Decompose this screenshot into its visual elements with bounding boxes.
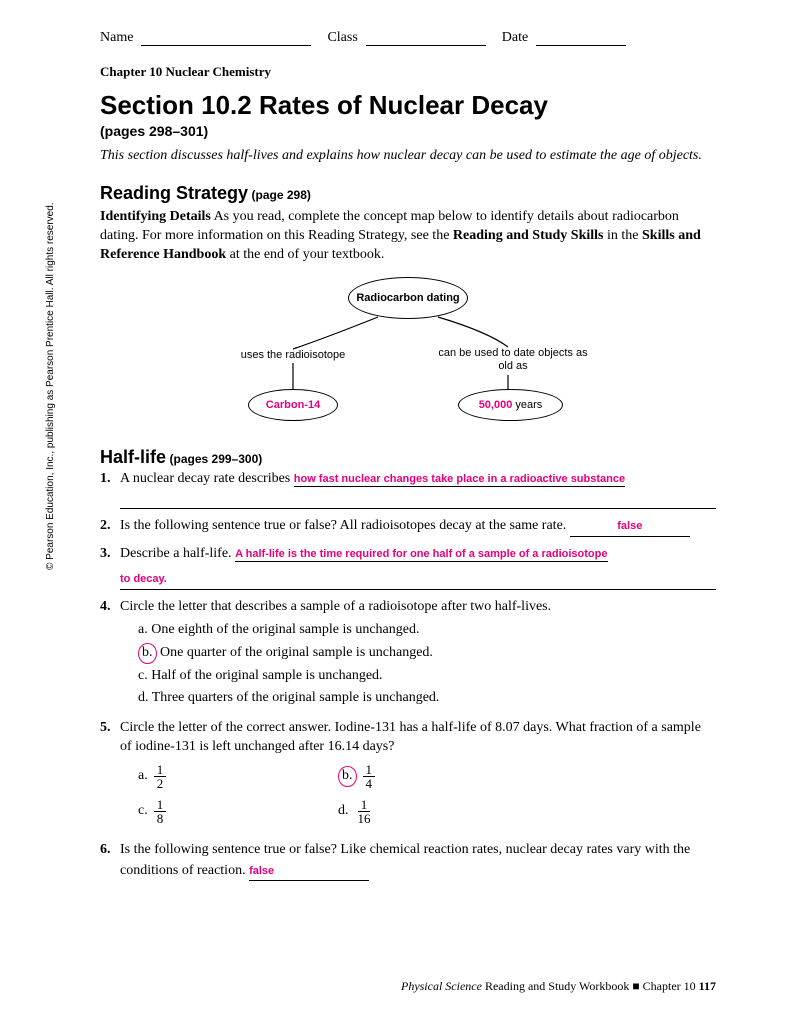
q5-option-c[interactable]: c. 18 bbox=[138, 798, 338, 825]
date-blank[interactable] bbox=[536, 30, 626, 46]
class-label: Class bbox=[327, 30, 357, 46]
header-fields: Name Class Date bbox=[100, 30, 716, 46]
footer: Physical Science Reading and Study Workb… bbox=[401, 979, 716, 994]
name-blank[interactable] bbox=[141, 30, 311, 46]
identifying-details: Identifying Details bbox=[100, 209, 211, 224]
halflife-heading: Half-life (pages 299–300) bbox=[100, 447, 716, 468]
question-2: 2. Is the following sentence true or fal… bbox=[100, 517, 716, 537]
question-6: 6. Is the following sentence true or fal… bbox=[100, 841, 716, 882]
q5-option-a[interactable]: a. 12 bbox=[138, 763, 338, 790]
section-pages: (pages 298–301) bbox=[100, 123, 716, 139]
concept-right-answer: 50,000 years bbox=[458, 389, 563, 421]
concept-right-label: can be used to date objects as old as bbox=[438, 347, 588, 372]
q5-b-circled: b. bbox=[338, 766, 357, 787]
q5-option-b[interactable]: b. 14 bbox=[338, 763, 538, 790]
q4-option-c[interactable]: c. Half of the original sample is unchan… bbox=[138, 667, 716, 686]
q1-blank-line bbox=[120, 493, 716, 509]
q5-option-d[interactable]: d. 116 bbox=[338, 798, 538, 825]
date-label: Date bbox=[502, 30, 528, 46]
concept-left-label: uses the radioisotope bbox=[228, 349, 358, 361]
q2-answer: false bbox=[617, 520, 642, 532]
concept-root: Radiocarbon dating bbox=[348, 277, 468, 319]
q4-b-circled: b. bbox=[138, 643, 157, 664]
halflife-pages: (pages 299–300) bbox=[170, 452, 263, 466]
question-5: 5. Circle the letter of the correct answ… bbox=[100, 719, 716, 833]
q4-option-a[interactable]: a. One eighth of the original sample is … bbox=[138, 621, 716, 640]
reading-strategy-pages: (page 298) bbox=[252, 188, 311, 202]
name-label: Name bbox=[100, 30, 133, 46]
reading-strategy-heading: Reading Strategy (page 298) bbox=[100, 183, 716, 204]
section-title: Section 10.2 Rates of Nuclear Decay bbox=[100, 90, 716, 121]
q6-answer: false bbox=[249, 865, 274, 877]
section-intro: This section discusses half-lives and ex… bbox=[100, 147, 716, 165]
chapter-label: Chapter 10 Nuclear Chemistry bbox=[100, 64, 716, 80]
question-3: 3. Describe a half-life. A half-life is … bbox=[100, 545, 716, 591]
q3-answer-line1: A half-life is the time required for one… bbox=[235, 548, 607, 562]
q1-answer: how fast nuclear changes take place in a… bbox=[294, 473, 625, 487]
question-4: 4. Circle the letter that describes a sa… bbox=[100, 598, 716, 710]
halflife-title: Half-life bbox=[100, 447, 166, 467]
q3-answer-line2: to decay. bbox=[120, 573, 167, 585]
q4-option-b[interactable]: b. One quarter of the original sample is… bbox=[138, 643, 716, 664]
question-1: 1. A nuclear decay rate describes how fa… bbox=[100, 470, 716, 509]
q4-option-d[interactable]: d. Three quarters of the original sample… bbox=[138, 689, 716, 708]
reading-strategy-text: Identifying Details As you read, complet… bbox=[100, 208, 716, 265]
copyright: © Pearson Education, Inc., publishing as… bbox=[45, 202, 56, 570]
class-blank[interactable] bbox=[366, 30, 486, 46]
reading-strategy-title: Reading Strategy bbox=[100, 183, 248, 203]
concept-map: Radiocarbon dating uses the radioisotope… bbox=[198, 277, 618, 427]
concept-left-answer: Carbon-14 bbox=[248, 389, 338, 421]
